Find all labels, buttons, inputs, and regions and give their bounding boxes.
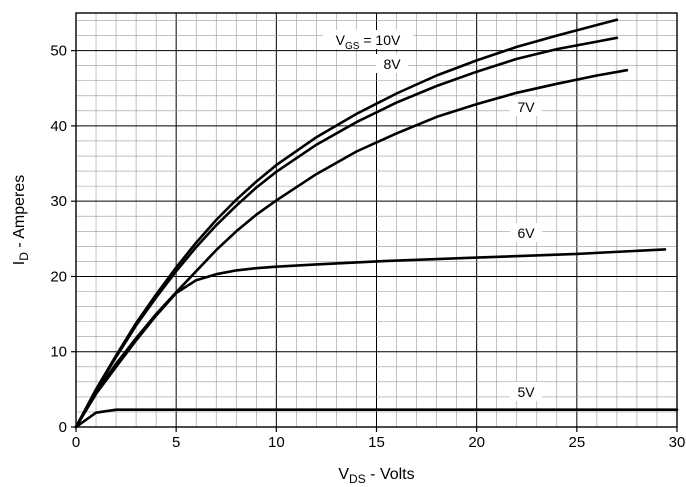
y-tick-label: 50: [50, 43, 67, 60]
y-tick-label: 0: [59, 419, 67, 436]
curve-7v: [74, 68, 629, 429]
curve-6v: [74, 248, 667, 429]
curve-label-background: [510, 382, 542, 401]
curve-5v: [74, 408, 679, 429]
curve-label: 6V: [517, 225, 535, 241]
curve-label-background: [376, 54, 408, 73]
x-axis-title: VDS - Volts: [338, 466, 414, 486]
y-tick-label: 20: [50, 268, 67, 285]
x-tick-label: 20: [468, 434, 485, 451]
curve-label-background: [323, 30, 413, 49]
y-tick-label: 30: [50, 193, 67, 210]
y-axis-title: ID - Amperes: [11, 175, 31, 265]
curve-label-background: [510, 223, 542, 242]
x-tick-label: 25: [568, 434, 585, 451]
curve-v-gs-10v: [74, 18, 619, 429]
curve-8v: [74, 36, 619, 429]
y-tick-label: 40: [50, 118, 67, 135]
curve-label-background: [510, 97, 542, 116]
curve-label: 5V: [517, 384, 535, 400]
curve-label: VGS = 10V: [336, 32, 401, 52]
curve-label: 7V: [517, 99, 535, 115]
x-tick-label: 10: [268, 434, 285, 451]
x-tick-label: 0: [72, 434, 80, 451]
x-tick-label: 5: [172, 434, 180, 451]
y-tick-label: 10: [50, 344, 67, 361]
grid: [76, 13, 677, 427]
x-tick-label: 15: [368, 434, 385, 451]
curve-label: 8V: [383, 56, 401, 72]
x-tick-label: 30: [669, 434, 686, 451]
